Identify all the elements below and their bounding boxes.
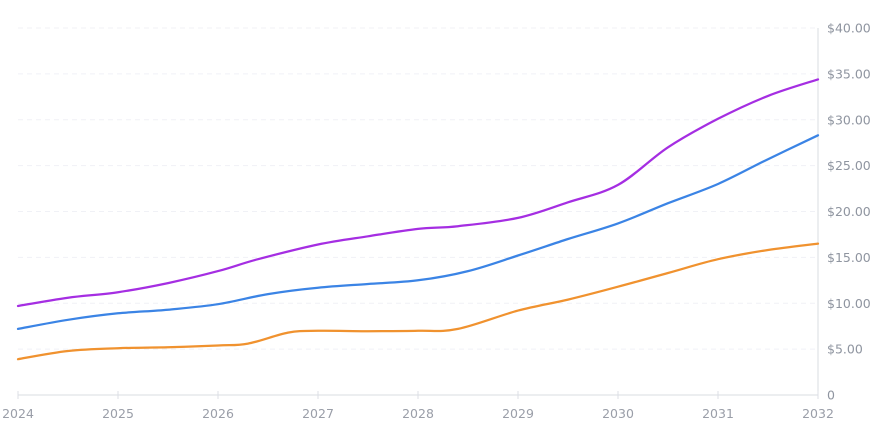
orange-series-line <box>16 242 820 361</box>
y-axis-label: $35.00 <box>827 66 871 81</box>
x-axis-label: 2031 <box>702 406 734 421</box>
y-axis-label: $25.00 <box>827 158 871 173</box>
x-axis-label: 2024 <box>2 406 34 421</box>
blue-series-line <box>16 134 820 331</box>
y-axis-label: $20.00 <box>827 204 871 219</box>
y-axis-label: $30.00 <box>827 112 871 127</box>
x-axis-label: 2030 <box>602 406 634 421</box>
y-axis-label: $10.00 <box>827 296 871 311</box>
x-axis-label: 2026 <box>202 406 234 421</box>
x-axis-label: 2025 <box>102 406 134 421</box>
purple-series-line <box>16 78 820 308</box>
y-axis-label: $15.00 <box>827 250 871 265</box>
x-axis-label: 2028 <box>402 406 434 421</box>
x-axis-label: 2032 <box>802 406 834 421</box>
y-axis-label: $40.00 <box>827 21 871 36</box>
y-axis-label: 0 <box>827 388 835 403</box>
x-axis-label: 2027 <box>302 406 334 421</box>
x-axis-label: 2029 <box>502 406 534 421</box>
y-axis-label: $5.00 <box>827 342 863 357</box>
